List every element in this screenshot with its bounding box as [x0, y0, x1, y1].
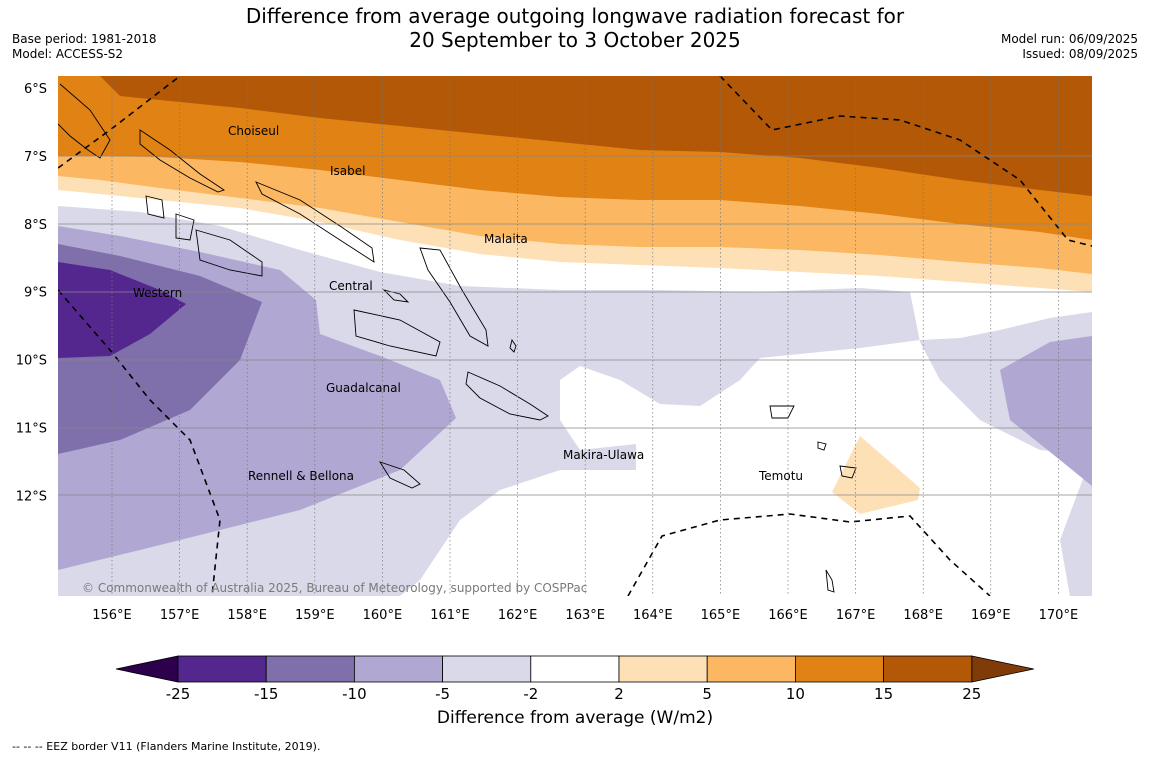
lon-label: 164°E [633, 608, 673, 623]
colorbar-swatch [618, 655, 708, 683]
lon-label: 169°E [971, 608, 1011, 623]
title-line-1: Difference from average outgoing longwav… [245, 4, 905, 28]
longitude-labels: 156°E 157°E 158°E 159°E 160°E 161°E 162°E 163°E… [92, 608, 1078, 623]
latitude-gridlines [58, 155, 1092, 496]
lon-label: 166°E [768, 608, 808, 623]
colorbar-tick-label: -15 [254, 685, 279, 703]
lat-label: 10°S [16, 354, 47, 369]
latitude-labels: 6°S 7°S 8°S 9°S 10°S 11°S 12°S [16, 82, 47, 504]
meta-left: Base period: 1981-2018 Model: ACCESS-S2 [12, 32, 157, 62]
colorbar-swatch [177, 655, 267, 683]
model-run: Model run: 06/09/2025 [1000, 32, 1138, 46]
lon-label: 161°E [430, 608, 470, 623]
lon-label: 159°E [295, 608, 335, 623]
copyright-text: © Commonwealth of Australia 2025, Bureau… [82, 581, 587, 595]
colorbar-swatch [530, 655, 620, 683]
eez-borders [58, 76, 1092, 596]
band-2-5-temotu [832, 436, 920, 514]
province-labels: Choiseul Isabel Malaita Western Central … [133, 124, 803, 483]
lon-label: 157°E [160, 608, 200, 623]
eez-border-note: -- -- -- EEZ border V11 (Flanders Marine… [12, 740, 321, 753]
lon-label: 167°E [836, 608, 876, 623]
base-period: Base period: 1981-2018 [12, 32, 157, 46]
label-malaita: Malaita [484, 232, 528, 246]
lat-label: 11°S [16, 422, 47, 437]
longitude-gridlines [111, 76, 1059, 596]
colorbar-swatch [795, 655, 885, 683]
label-makira-ulawa: Makira-Ulawa [563, 448, 644, 462]
colorbar-tick-label: 2 [614, 685, 624, 703]
label-central: Central [329, 279, 373, 293]
coastlines [58, 83, 857, 593]
colorbar-swatch [353, 655, 443, 683]
lon-label: 170°E [1039, 608, 1079, 623]
lat-label: 7°S [24, 150, 47, 165]
colorbar-tick-label: 5 [702, 685, 712, 703]
band-minus15-minus25 [58, 262, 186, 358]
meta-right: Model run: 06/09/2025 Issued: 08/09/2025 [1001, 32, 1138, 62]
colorbar-tick-label: 10 [786, 685, 805, 703]
colorbar-low-extend [115, 655, 179, 683]
lat-label: 12°S [16, 489, 47, 504]
lon-label: 162°E [498, 608, 538, 623]
colorbar-swatch [442, 655, 532, 683]
label-isabel: Isabel [330, 164, 365, 178]
colorbar-tick-label: 25 [962, 685, 981, 703]
label-rennell-bellona: Rennell & Bellona [248, 469, 354, 483]
anomaly-field: Choiseul Isabel Malaita Western Central … [58, 76, 1092, 596]
map-title: Difference from average outgoing longwav… [0, 4, 1150, 52]
colorbar-tick-label: -2 [523, 685, 538, 703]
lat-label: 6°S [24, 82, 47, 97]
band-minus5-minus10-east [1000, 336, 1092, 486]
model-name: Model: ACCESS-S2 [12, 47, 124, 61]
lon-label: 168°E [903, 608, 943, 623]
colorbar-swatch [265, 655, 355, 683]
lon-label: 158°E [227, 608, 267, 623]
lon-label: 160°E [363, 608, 403, 623]
colorbar: -25 -15 -10 -5 -2 2 5 10 15 25 [115, 655, 1034, 703]
lon-label: 156°E [92, 608, 132, 623]
colorbar-tick-label: -5 [435, 685, 450, 703]
colorbar-swatch [706, 655, 796, 683]
lat-label: 8°S [24, 218, 47, 233]
colorbar-swatch [883, 655, 973, 683]
band-minus2-minus5-east [1060, 455, 1092, 596]
lon-label: 165°E [701, 608, 741, 623]
colorbar-tick-label: -10 [342, 685, 367, 703]
title-line-2: 20 September to 3 October 2025 [409, 28, 741, 52]
colorbar-high-extend [971, 655, 1034, 683]
issued-date: Issued: 08/09/2025 [1022, 47, 1138, 61]
label-temotu: Temotu [758, 469, 803, 483]
lat-label: 9°S [24, 286, 47, 301]
label-western: Western [133, 286, 182, 300]
label-choiseul: Choiseul [228, 124, 279, 138]
colorbar-tick-label: 15 [874, 685, 893, 703]
colorbar-tick-label: -25 [166, 685, 191, 703]
band-15-25 [58, 76, 1092, 196]
label-guadalcanal: Guadalcanal [326, 381, 401, 395]
lon-label: 163°E [565, 608, 605, 623]
colorbar-title: Difference from average (W/m2) [436, 708, 714, 728]
